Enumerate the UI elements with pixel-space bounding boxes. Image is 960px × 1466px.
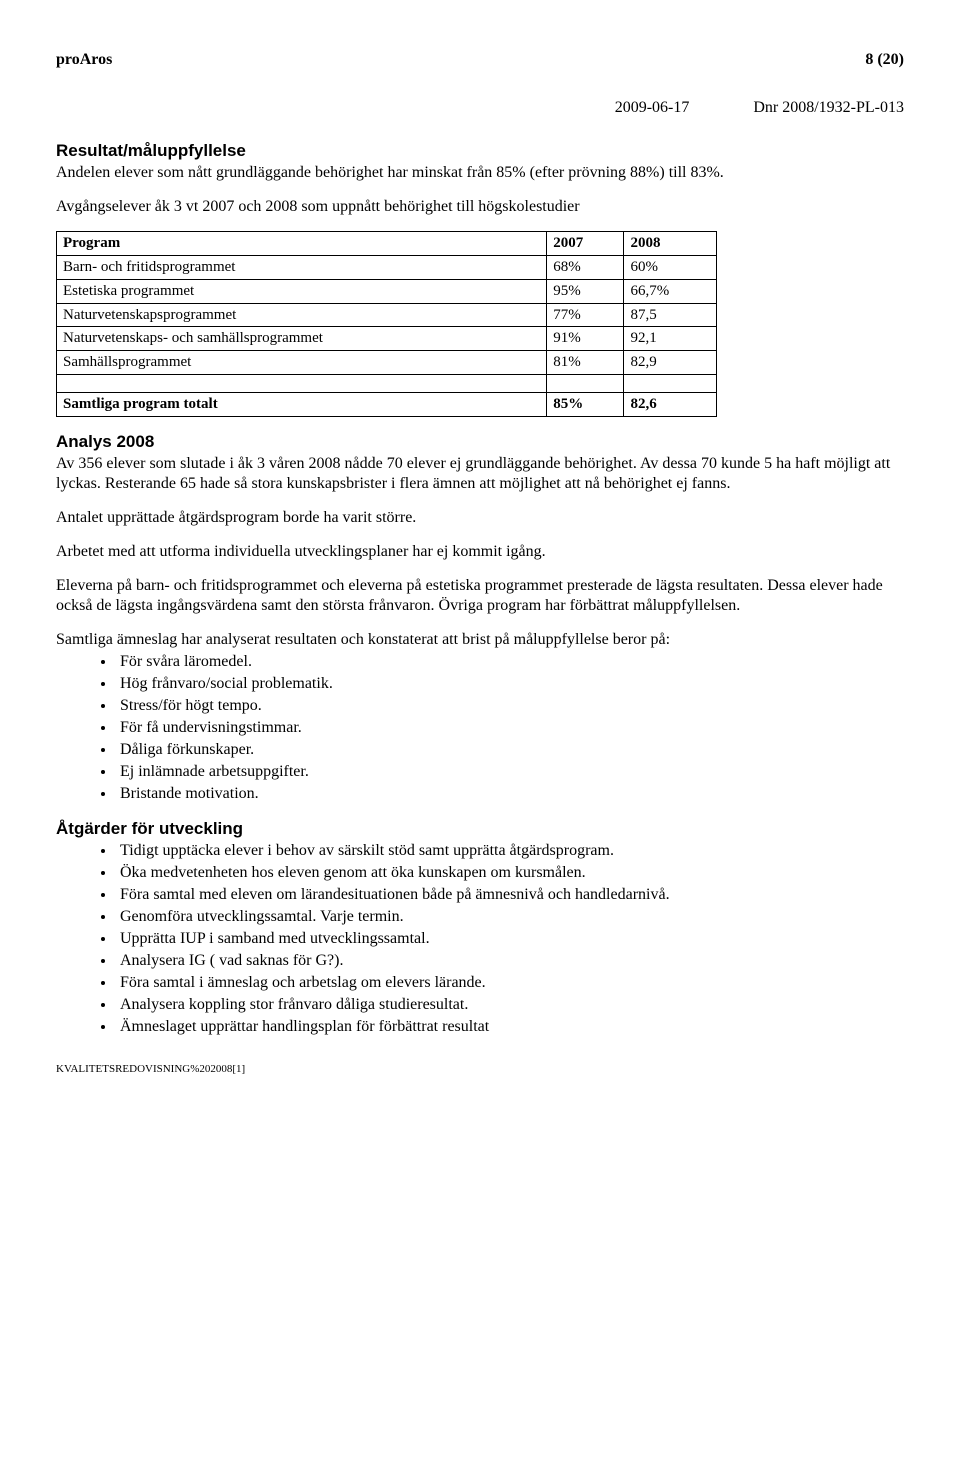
list-item: Analysera IG ( vad saknas för G?).	[116, 951, 904, 971]
table-header-cell: 2008	[624, 232, 717, 256]
table-cell: 92,1	[624, 327, 717, 351]
meta-date: 2009-06-17	[615, 98, 690, 118]
table-cell: 85%	[547, 392, 624, 416]
table-row: Naturvetenskapsprogrammet 77% 87,5	[57, 303, 717, 327]
list-item: För få undervisningstimmar.	[116, 718, 904, 738]
table-cell: 66,7%	[624, 279, 717, 303]
table-cell: 77%	[547, 303, 624, 327]
table-cell: 95%	[547, 279, 624, 303]
table-cell: 81%	[547, 351, 624, 375]
page-footer: KVALITETSREDOVISNING%202008[1]	[56, 1063, 904, 1077]
table-total-row: Samtliga program totalt 85% 82,6	[57, 392, 717, 416]
table-cell: Samtliga program totalt	[57, 392, 547, 416]
list-item: Upprätta IUP i samband med utvecklingssa…	[116, 929, 904, 949]
list-item: Föra samtal i ämneslag och arbetslag om …	[116, 973, 904, 993]
header-right: 8 (20)	[865, 50, 904, 70]
table-cell: Naturvetenskaps- och samhällsprogrammet	[57, 327, 547, 351]
list-item: Tidigt upptäcka elever i behov av särski…	[116, 841, 904, 861]
table-empty-row	[57, 374, 717, 392]
list-item: Genomföra utvecklingssamtal. Varje termi…	[116, 907, 904, 927]
table-header-cell: 2007	[547, 232, 624, 256]
table-row: Samhällsprogrammet 81% 82,9	[57, 351, 717, 375]
actions-list: Tidigt upptäcka elever i behov av särski…	[56, 841, 904, 1037]
analys-title: Analys 2008	[56, 431, 904, 452]
table-cell: 60%	[624, 256, 717, 280]
list-item: Öka medvetenheten hos eleven genom att ö…	[116, 863, 904, 883]
table-cell: Samhällsprogrammet	[57, 351, 547, 375]
table-cell: Naturvetenskapsprogrammet	[57, 303, 547, 327]
header-left: proAros	[56, 50, 112, 70]
table-cell: Barn- och fritidsprogrammet	[57, 256, 547, 280]
list-item: Hög frånvaro/social problematik.	[116, 674, 904, 694]
list-item: För svåra läromedel.	[116, 652, 904, 672]
table-header-cell: Program	[57, 232, 547, 256]
page-header: proAros 8 (20)	[56, 50, 904, 70]
list-item: Bristande motivation.	[116, 784, 904, 804]
table-header-row: Program 2007 2008	[57, 232, 717, 256]
analys-paragraph: Antalet upprättade åtgärdsprogram borde …	[56, 508, 904, 528]
table-cell: 91%	[547, 327, 624, 351]
table-row: Estetiska programmet 95% 66,7%	[57, 279, 717, 303]
table-cell: 82,6	[624, 392, 717, 416]
table-cell: 87,5	[624, 303, 717, 327]
analys-paragraph: Samtliga ämneslag har analyserat resulta…	[56, 630, 904, 650]
meta-dnr: Dnr 2008/1932-PL-013	[753, 98, 904, 118]
document-meta: 2009-06-17 Dnr 2008/1932-PL-013	[56, 98, 904, 118]
analys-paragraph: Av 356 elever som slutade i åk 3 våren 2…	[56, 454, 904, 494]
table-row: Barn- och fritidsprogrammet 68% 60%	[57, 256, 717, 280]
analys-paragraph: Arbetet med att utforma individuella utv…	[56, 542, 904, 562]
list-item: Analysera koppling stor frånvaro dåliga …	[116, 995, 904, 1015]
table-cell: 82,9	[624, 351, 717, 375]
table-cell: 68%	[547, 256, 624, 280]
section-title: Resultat/måluppfyllelse	[56, 140, 904, 161]
list-item: Stress/för högt tempo.	[116, 696, 904, 716]
results-table: Program 2007 2008 Barn- och fritidsprogr…	[56, 231, 717, 416]
list-item: Föra samtal med eleven om lärandesituati…	[116, 885, 904, 905]
analys-paragraph: Eleverna på barn- och fritidsprogrammet …	[56, 576, 904, 616]
list-item: Dåliga förkunskaper.	[116, 740, 904, 760]
table-cell: Estetiska programmet	[57, 279, 547, 303]
list-item: Ej inlämnade arbetsuppgifter.	[116, 762, 904, 782]
table-row: Naturvetenskaps- och samhällsprogrammet …	[57, 327, 717, 351]
table-caption: Avgångselever åk 3 vt 2007 och 2008 som …	[56, 197, 904, 217]
intro-paragraph: Andelen elever som nått grundläggande be…	[56, 163, 904, 183]
reasons-list: För svåra läromedel. Hög frånvaro/social…	[56, 652, 904, 804]
actions-title: Åtgärder för utveckling	[56, 818, 904, 839]
list-item: Ämneslaget upprättar handlingsplan för f…	[116, 1017, 904, 1037]
